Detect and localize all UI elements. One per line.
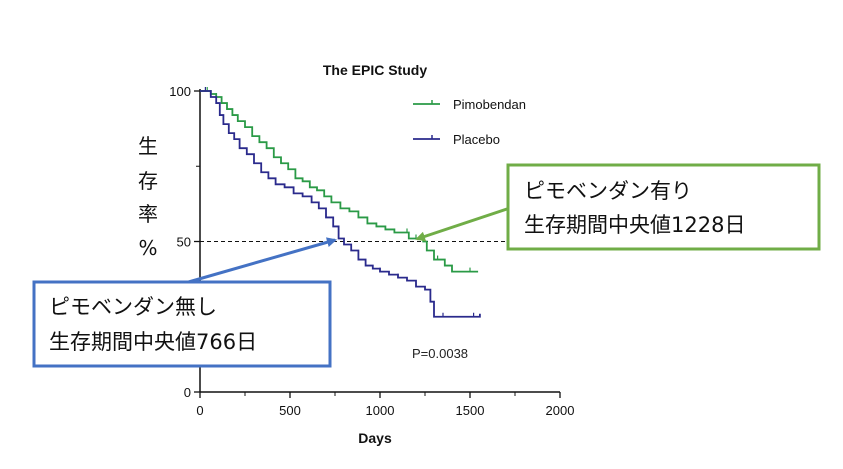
legend-item-placebo: Placebo [413,132,500,147]
chart-title: The EPIC Study [323,62,427,78]
axes: 0 500 1000 1500 2000 0 50 100 [169,84,574,418]
x-tick-label: 1000 [366,403,395,418]
callout-placebo-line-1: ピモベンダン無し [49,295,217,319]
legend-item-pimobendan: Pimobendan [413,97,526,112]
legend-label-placebo: Placebo [453,132,500,147]
x-tick-label: 500 [279,403,301,418]
callout-placebo-line-2: 生存期間中央値766日 [49,330,257,354]
y-tick-label: 50 [177,235,191,250]
y-label-char-4: % [138,236,157,260]
y-label-char-3: 率 [138,202,158,226]
series-line-pimobendan [200,90,479,273]
callout-pimobendan-line-2: 生存期間中央値1228日 [524,213,745,237]
x-tick-label: 1500 [456,403,485,418]
callout-placebo: ピモベンダン無し 生存期間中央値766日 [32,280,332,368]
y-tick-label: 100 [169,84,191,99]
callout-pimobendan: ピモベンダン有り 生存期間中央値1228日 [506,163,821,251]
callout-arrow-placebo [184,237,337,285]
x-tick-label: 2000 [546,403,575,418]
y-label-char-2: 存 [138,169,158,193]
x-tick-label: 0 [196,403,203,418]
x-axis-label: Days [358,430,392,446]
y-tick-label: 0 [184,385,191,400]
callout-pimobendan-line-1: ピモベンダン有り [524,179,692,203]
legend-label-pimobendan: Pimobendan [453,97,526,112]
legend: Pimobendan Placebo [413,97,526,147]
y-axis-label: 生 存 率 % [138,134,158,260]
series-layer [200,87,481,318]
callout-arrow-pimobendan [415,206,511,242]
series-line-placebo [200,90,481,318]
p-value-annotation: P=0.0038 [412,346,468,361]
y-label-char-1: 生 [138,134,158,158]
